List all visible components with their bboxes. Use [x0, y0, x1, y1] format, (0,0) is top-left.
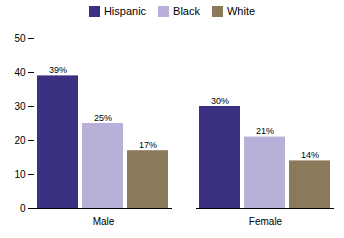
svg-text:25%: 25% [94, 113, 112, 123]
svg-text:39%: 39% [49, 65, 67, 75]
svg-text:Female: Female [249, 216, 283, 227]
svg-text:21%: 21% [256, 126, 274, 136]
svg-text:30: 30 [14, 101, 26, 112]
html-text:White: White [227, 5, 256, 17]
svg-text:50: 50 [14, 33, 26, 44]
svg-text:10: 10 [14, 169, 26, 180]
svg-text:40: 40 [14, 67, 26, 78]
svg-text:17%: 17% [139, 140, 157, 150]
html-text:Black: Black [173, 5, 200, 17]
svg-text:Male: Male [93, 216, 115, 227]
html-text:Hispanic: Hispanic [103, 5, 147, 17]
svg-text:20: 20 [14, 135, 26, 146]
svg-text:0: 0 [20, 203, 26, 214]
svg-text:30%: 30% [211, 96, 229, 106]
svg-text:14%: 14% [301, 150, 319, 160]
